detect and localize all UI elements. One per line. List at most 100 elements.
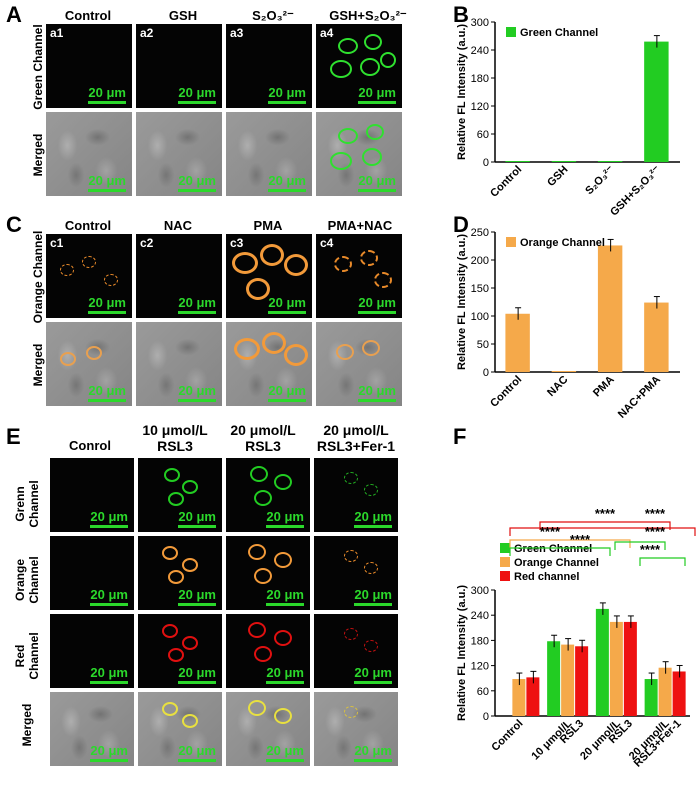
scale-bar: 20 μm	[266, 744, 304, 762]
col-header-a3: S₂O₃²⁻	[252, 8, 294, 23]
col-header-e2: 10 μmol/L RSL3	[142, 422, 208, 454]
scale-bar: 20 μm	[178, 588, 216, 606]
bar-F-3-1	[658, 667, 672, 716]
col-header-a2: GSH	[168, 8, 198, 23]
panel-label-f: F	[453, 424, 467, 449]
image-merged-a4: 20 μm	[316, 112, 402, 196]
significance-bracket	[639, 557, 686, 566]
y-axis-label: Relative FL Intensity (a.u.)	[456, 585, 468, 721]
scale-bar: 20 μm	[268, 86, 306, 104]
col-header-e4: 20 μmol/L RSL3+Fer-1	[316, 422, 396, 454]
col-header-c1: Control	[64, 218, 112, 233]
row-label-grenn-channel: Grenn Channel	[13, 480, 41, 528]
col-header-e3: 20 μmol/L RSL3	[230, 422, 296, 454]
y-tick-label: 0	[483, 711, 489, 723]
scale-bar: 20 μm	[178, 384, 216, 402]
scale-bar: 20 μm	[88, 384, 126, 402]
tile-label-c4: c4	[320, 236, 334, 250]
row-label-orange-channel: Orange Channel	[31, 230, 45, 324]
scale-bar: 20 μm	[268, 174, 306, 192]
panel-label-b: B	[453, 2, 469, 27]
legend-swatch	[506, 27, 516, 37]
scale-bar: 20 μm	[88, 296, 126, 314]
image-e-orange-4: 20 μm	[314, 536, 398, 610]
bar-D-2-0	[597, 245, 623, 372]
panel-label-a: A	[6, 2, 22, 27]
significance-label: ****	[645, 524, 666, 539]
image-e-merged-2: 20 μm	[138, 692, 222, 766]
y-tick-label: 300	[471, 585, 489, 597]
significance-label: ****	[640, 542, 661, 557]
legend-label: Red channel	[514, 571, 579, 583]
scale-bar: 20 μm	[266, 588, 304, 606]
y-tick-label: 250	[471, 227, 489, 239]
y-tick-label: 240	[471, 610, 489, 622]
scale-bar: 20 μm	[178, 296, 216, 314]
bar-D-1-0	[551, 371, 577, 372]
scale-bar: 20 μm	[88, 174, 126, 192]
image-a2: a2 20 μm	[136, 24, 222, 108]
tile-label-c3: c3	[230, 236, 244, 250]
x-tick-label: Control	[488, 374, 524, 410]
row-label-merged-e: Merged	[20, 703, 34, 747]
scale-bar: 20 μm	[354, 744, 392, 762]
row-label-green-channel: Green Channel	[31, 24, 45, 110]
y-tick-label: 150	[471, 283, 489, 295]
y-tick-label: 120	[471, 101, 489, 113]
scale-bar: 20 μm	[178, 86, 216, 104]
significance-bracket	[509, 547, 611, 556]
significance-label: ****	[570, 532, 591, 547]
col-header-c2: NAC	[163, 218, 193, 233]
image-e-orange-3: 20 μm	[226, 536, 310, 610]
legend-label: Green Channel	[514, 543, 592, 555]
y-tick-label: 0	[483, 367, 489, 379]
image-merged-a3: 20 μm	[226, 112, 312, 196]
tile-label-a3: a3	[230, 26, 244, 40]
col-header-a1: Control	[64, 8, 112, 23]
image-e-green-3: 20 μm	[226, 458, 310, 532]
bar-D-3-0	[644, 302, 669, 372]
bar-F-3-2	[672, 671, 686, 716]
col-header-c3: PMA	[253, 218, 283, 233]
image-merged-c3: 20 μm	[226, 322, 312, 406]
y-tick-label: 120	[471, 661, 489, 673]
image-e-red-3: 20 μm	[226, 614, 310, 688]
y-tick-label: 60	[477, 129, 489, 141]
image-a1: a1 20 μm	[46, 24, 132, 108]
bar-F-3-0	[644, 679, 658, 716]
bar-F-1-1	[561, 644, 575, 716]
scale-bar: 20 μm	[178, 744, 216, 762]
x-tick-label: Control	[488, 164, 524, 200]
bar-F-2-2	[623, 621, 637, 716]
image-e-merged-4: 20 μm	[314, 692, 398, 766]
image-merged-c1: 20 μm	[46, 322, 132, 406]
scale-bar: 20 μm	[354, 588, 392, 606]
image-e-orange-2: 20 μm	[138, 536, 222, 610]
y-tick-label: 180	[471, 73, 489, 85]
row-label-red-channel: Red Channel	[13, 632, 41, 680]
tile-label-c2: c2	[140, 236, 154, 250]
y-tick-label: 240	[471, 45, 489, 57]
image-e-red-4: 20 μm	[314, 614, 398, 688]
scale-bar: 20 μm	[268, 296, 306, 314]
scale-bar: 20 μm	[90, 588, 128, 606]
x-tick-label: GSH+S₂O₃²⁻	[608, 164, 663, 215]
image-e-merged-1: 20 μm	[50, 692, 134, 766]
panel-label-d: D	[453, 212, 469, 237]
legend-label: Green Channel	[520, 27, 598, 39]
scale-bar: 20 μm	[90, 510, 128, 528]
row-label-merged-a: Merged	[31, 133, 45, 177]
significance-bracket	[539, 521, 671, 530]
panel-label-e: E	[6, 424, 21, 449]
y-tick-label: 50	[477, 339, 489, 351]
image-c4: c4 20 μm	[316, 234, 402, 318]
x-tick-label: NAC+PMA	[616, 374, 663, 421]
significance-bracket	[509, 539, 631, 548]
scale-bar: 20 μm	[358, 384, 396, 402]
col-header-a4: GSH+S₂O₃²⁻	[329, 8, 407, 23]
scale-bar: 20 μm	[358, 296, 396, 314]
bar-B-3-0	[644, 41, 669, 162]
tile-label-c1: c1	[50, 236, 64, 250]
scale-bar: 20 μm	[358, 174, 396, 192]
